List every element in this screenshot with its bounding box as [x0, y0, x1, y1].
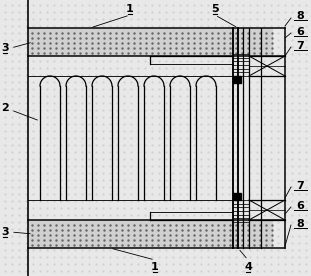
Text: 7: 7	[296, 181, 304, 191]
Text: 7: 7	[296, 41, 304, 51]
Bar	[28, 28, 273, 56]
Text: 2: 2	[1, 103, 9, 113]
Bar	[233, 193, 241, 200]
Text: 3: 3	[1, 43, 9, 53]
Text: 1: 1	[126, 4, 134, 14]
Text: 8: 8	[296, 219, 304, 229]
Text: 8: 8	[296, 11, 304, 21]
Text: 5: 5	[211, 4, 219, 14]
Text: 1: 1	[151, 262, 159, 272]
Text: 6: 6	[296, 201, 304, 211]
Bar	[28, 220, 273, 248]
Text: 6: 6	[296, 27, 304, 37]
Text: 3: 3	[1, 227, 9, 237]
Text: 4: 4	[244, 262, 252, 272]
Bar	[233, 76, 241, 83]
